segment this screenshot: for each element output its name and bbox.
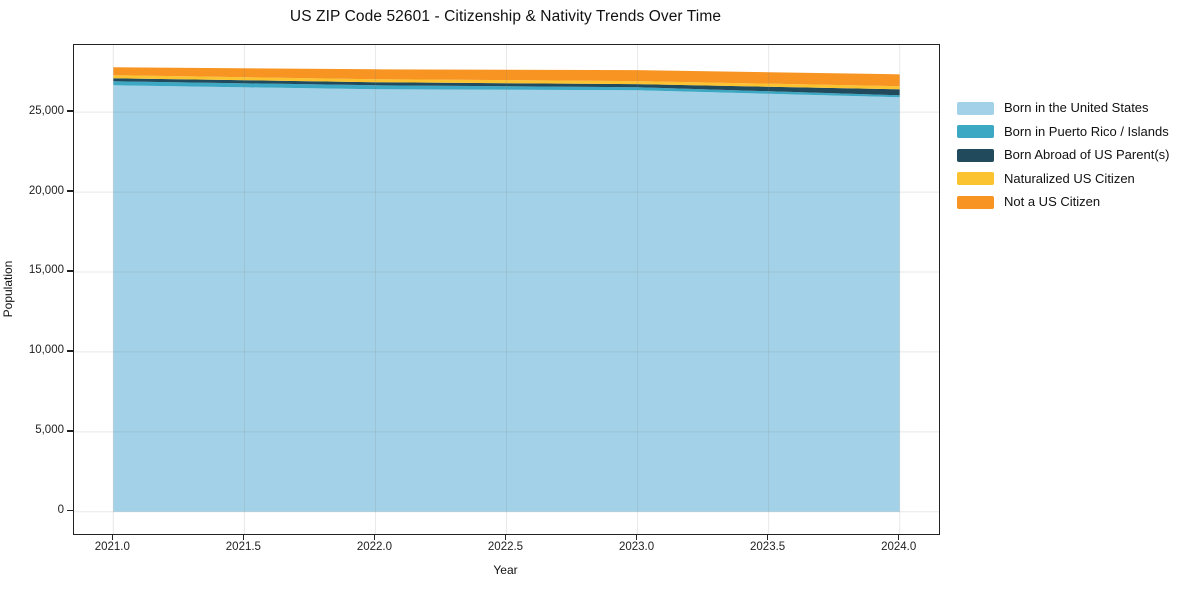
y-tick-label: 0 xyxy=(57,504,64,517)
legend-item-not-citizen: Not a US Citizen xyxy=(957,195,1169,209)
x-tick-mark xyxy=(766,534,769,540)
legend-swatch-born-in-us xyxy=(957,101,994,115)
area-series xyxy=(113,81,900,98)
y-tick-mark xyxy=(67,190,73,192)
legend-swatch-not-citizen xyxy=(957,195,994,209)
legend-item-naturalized: Naturalized US Citizen xyxy=(957,170,1169,186)
legend-label: Not a US Citizen xyxy=(1004,194,1101,209)
legend-swatch-born-abroad xyxy=(957,148,994,162)
area-series xyxy=(113,67,900,87)
legend-item-born-pr-islands: Born in Puerto Rico / Islands xyxy=(957,123,1169,139)
gridlines xyxy=(74,45,939,534)
plot-area xyxy=(73,44,940,535)
y-tick-mark xyxy=(67,110,73,112)
legend-item-born-abroad: Born Abroad of US Parent(s) xyxy=(957,148,1169,162)
x-tick-label: 2022.0 xyxy=(356,541,393,553)
x-axis-title: Year xyxy=(493,563,518,577)
x-tick-label: 2022.5 xyxy=(487,541,524,553)
x-tick-label: 2021.0 xyxy=(94,541,130,553)
area-series xyxy=(113,85,900,512)
y-tick-mark xyxy=(67,350,73,352)
legend-swatch-naturalized xyxy=(957,172,994,185)
y-tick-label: 20,000 xyxy=(28,184,64,197)
stacked-area-chart xyxy=(74,45,939,534)
y-tick-label: 10,000 xyxy=(28,344,64,357)
y-tick-mark xyxy=(67,430,73,432)
legend-label: Born in Puerto Rico / Islands xyxy=(1004,123,1169,139)
y-tick-mark xyxy=(67,510,73,512)
legend-swatch-born-pr-islands xyxy=(957,125,994,138)
area-series xyxy=(113,78,900,96)
x-tick-label: 2021.5 xyxy=(225,541,261,553)
x-tick-mark xyxy=(373,534,376,540)
y-tick-label: 15,000 xyxy=(28,264,64,277)
legend-label: Born Abroad of US Parent(s) xyxy=(1004,147,1170,162)
x-tick-mark xyxy=(242,534,245,540)
legend-label: Naturalized US Citizen xyxy=(1004,170,1135,186)
legend-item-born-in-us: Born in the United States xyxy=(957,101,1169,115)
x-tick-mark xyxy=(635,534,638,540)
x-tick-label: 2024.0 xyxy=(881,541,917,553)
y-tick-label: 25,000 xyxy=(28,104,64,117)
legend: Born in the United States Born in Puerto… xyxy=(957,101,1169,219)
x-tick-label: 2023.5 xyxy=(750,541,786,553)
y-axis-title: Population xyxy=(1,260,15,318)
x-tick-mark xyxy=(897,534,900,540)
y-tick-label: 5,000 xyxy=(35,424,64,437)
x-tick-mark xyxy=(504,534,507,540)
y-tick-mark xyxy=(67,270,73,272)
x-tick-mark xyxy=(111,534,113,540)
x-tick-label: 2023.0 xyxy=(618,541,655,553)
area-series xyxy=(113,75,900,90)
legend-label: Born in the United States xyxy=(1004,100,1149,115)
chart-title: US ZIP Code 52601 - Citizenship & Nativi… xyxy=(289,8,722,25)
